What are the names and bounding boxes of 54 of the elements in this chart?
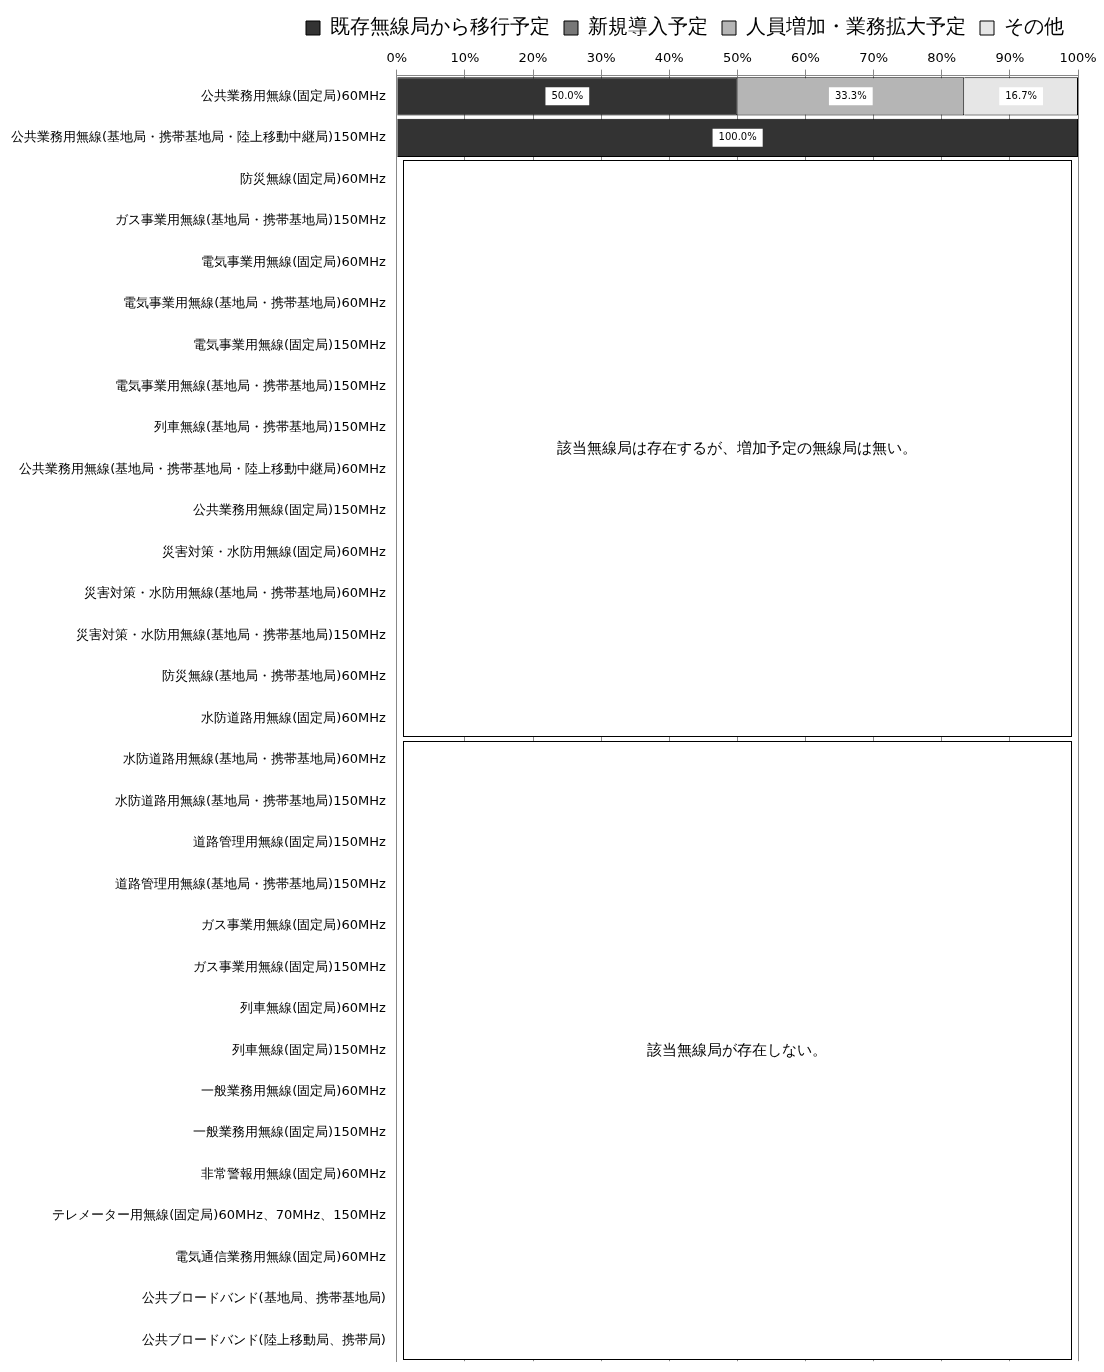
y-tick-label: テレメーター用無線(固定局)60MHz、70MHz、150MHz	[52, 1207, 386, 1223]
y-tick-label: 電気事業用無線(基地局・携帯基地局)60MHz	[123, 295, 386, 311]
y-tick-label: ガス事業用無線(基地局・携帯基地局)150MHz	[114, 212, 386, 228]
y-tick-label: 列車無線(基地局・携帯基地局)150MHz	[153, 419, 386, 435]
y-tick-label: ガス事業用無線(固定局)60MHz	[201, 917, 386, 933]
y-tick-label: 災害対策・水防用無線(基地局・携帯基地局)150MHz	[75, 626, 386, 642]
x-tick-label: 90%	[995, 50, 1025, 66]
y-tick-label: 列車無線(固定局)60MHz	[240, 1000, 386, 1016]
data-label: 50.0%	[551, 89, 584, 101]
note-box: 該当無線局が存在しない。	[402, 740, 1072, 1360]
y-tick-label: 一般業務用無線(固定局)60MHz	[201, 1083, 386, 1099]
y-tick-label: 公共業務用無線(固定局)150MHz	[192, 502, 386, 518]
x-tick-label: 30%	[586, 50, 616, 66]
y-tick-label: 公共業務用無線(基地局・携帯基地局・陸上移動中継局)150MHz	[10, 129, 386, 145]
y-tick-label: 非常警報用無線(固定局)60MHz	[201, 1165, 386, 1181]
x-tick-label: 70%	[859, 50, 889, 66]
x-tick-label: 10%	[450, 50, 480, 66]
y-tick-label: 電気事業用無線(固定局)150MHz	[192, 336, 386, 352]
y-tick-label: 公共ブロードバンド(陸上移動局、携帯局)	[141, 1331, 386, 1347]
y-tick-label: ガス事業用無線(固定局)150MHz	[192, 958, 386, 974]
legend-label: 人員増加・業務拡大予定	[746, 14, 966, 39]
data-label: 33.3%	[834, 89, 867, 101]
y-tick-label: 水防道路用無線(基地局・携帯基地局)60MHz	[123, 751, 386, 767]
x-tick-label: 50%	[722, 50, 752, 66]
y-tick-label: 水防道路用無線(固定局)60MHz	[201, 709, 386, 725]
note-box: 該当無線局は存在するが、増加予定の無線局は無い。	[402, 160, 1072, 738]
y-tick-label: 災害対策・水防用無線(固定局)60MHz	[162, 543, 386, 559]
y-tick-label: 防災無線(固定局)60MHz	[240, 170, 386, 186]
legend-label: その他	[1004, 14, 1064, 39]
data-label: 16.7%	[1005, 89, 1038, 101]
annotation: 該当無線局が存在しない。	[647, 1040, 828, 1060]
y-tick-label: 水防道路用無線(基地局・携帯基地局)150MHz	[114, 792, 386, 808]
x-tick-label: 0%	[386, 50, 408, 66]
y-tick-label: 電気通信業務用無線(固定局)60MHz	[175, 1248, 386, 1264]
y-tick-label: 道路管理用無線(固定局)150MHz	[192, 834, 386, 850]
y-tick-label: 一般業務用無線(固定局)150MHz	[192, 1124, 386, 1140]
y-tick-label: 公共業務用無線(固定局)60MHz	[201, 87, 386, 103]
x-tick-label: 100%	[1059, 50, 1097, 66]
y-tick-label: 公共業務用無線(基地局・携帯基地局・陸上移動中継局)60MHz	[19, 460, 386, 476]
y-tick-label: 公共ブロードバンド(基地局、携帯基地局)	[141, 1290, 386, 1306]
y-tick-label: 防災無線(基地局・携帯基地局)60MHz	[162, 668, 386, 684]
y-tick-label: 列車無線(固定局)150MHz	[231, 1041, 386, 1057]
y-tick-label: 災害対策・水防用無線(基地局・携帯基地局)60MHz	[84, 585, 386, 601]
data-label: 100.0%	[718, 131, 757, 143]
x-tick-label: 20%	[518, 50, 548, 66]
legend-label: 既存無線局から移行予定	[330, 14, 550, 39]
x-tick-label: 60%	[791, 50, 820, 66]
x-tick-label: 80%	[927, 50, 957, 66]
y-tick-label: 道路管理用無線(基地局・携帯基地局)150MHz	[114, 875, 386, 891]
x-tick-label: 40%	[654, 50, 684, 66]
legend-label: 新規導入予定	[588, 14, 708, 39]
y-tick-label: 電気事業用無線(基地局・携帯基地局)150MHz	[114, 378, 386, 394]
y-tick-label: 電気事業用無線(固定局)60MHz	[201, 253, 386, 269]
annotation: 該当無線局は存在するが、増加予定の無線局は無い。	[557, 439, 918, 459]
